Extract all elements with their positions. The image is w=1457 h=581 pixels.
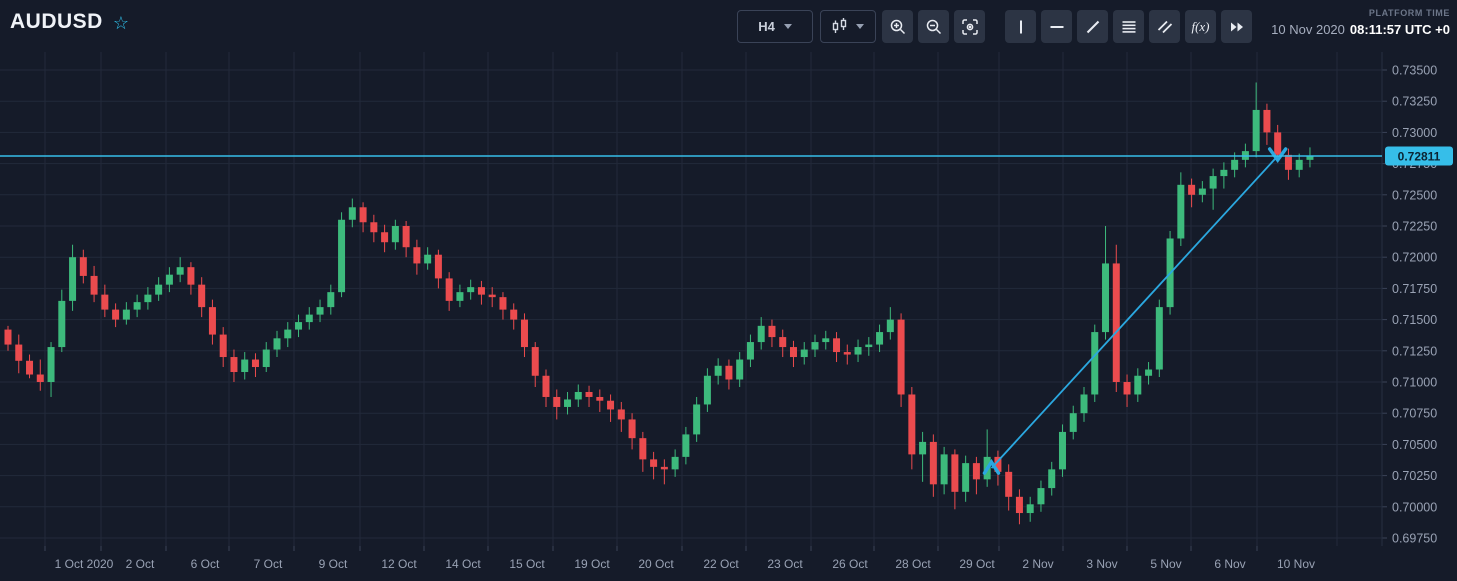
svg-text:0.73250: 0.73250: [1392, 95, 1437, 109]
parallel-lines-tool-button[interactable]: [1149, 10, 1180, 43]
symbol-title: AUDUSD: [10, 10, 103, 33]
indicators-button[interactable]: f(x): [1185, 10, 1216, 43]
svg-text:0.71000: 0.71000: [1392, 376, 1437, 390]
svg-text:7 Oct: 7 Oct: [254, 557, 283, 571]
svg-text:0.72500: 0.72500: [1392, 188, 1437, 202]
timeframe-select[interactable]: H4: [737, 10, 813, 43]
vertical-line-icon: [1019, 20, 1022, 33]
parallel-lines-icon: [1157, 20, 1172, 33]
function-icon: f(x): [1191, 18, 1210, 34]
vertical-line-tool-button[interactable]: [1005, 10, 1036, 43]
trend-line: [990, 155, 1279, 469]
platform-clock: 08:11:57 UTC +0: [1349, 22, 1450, 37]
crosshair-icon: [961, 18, 978, 35]
svg-text:6 Oct: 6 Oct: [191, 557, 220, 571]
svg-text:15 Oct: 15 Oct: [509, 557, 545, 571]
fast-forward-icon: [1230, 22, 1243, 31]
price-badge: 0.72811: [1385, 146, 1453, 166]
instrument-header: AUDUSD ☆: [10, 10, 129, 34]
svg-text:22 Oct: 22 Oct: [703, 557, 739, 571]
chevron-up-marker: [982, 458, 1001, 475]
svg-text:29 Oct: 29 Oct: [959, 557, 995, 571]
svg-text:28 Oct: 28 Oct: [895, 557, 931, 571]
svg-text:3 Nov: 3 Nov: [1086, 557, 1117, 571]
svg-text:2 Nov: 2 Nov: [1022, 557, 1053, 571]
candles-layer: [4, 82, 1314, 525]
svg-text:0.73000: 0.73000: [1392, 126, 1437, 140]
zoom-in-button[interactable]: [882, 10, 913, 43]
svg-text:2 Oct: 2 Oct: [126, 557, 155, 571]
horizontal-line-tool-button[interactable]: [1041, 10, 1072, 43]
svg-text:10 Nov: 10 Nov: [1277, 557, 1315, 571]
svg-text:0.70000: 0.70000: [1392, 500, 1437, 514]
chevron-down-icon: [783, 24, 792, 29]
svg-text:0.70250: 0.70250: [1392, 469, 1437, 483]
platform-time-value: 10 Nov 2020 08:11:57 UTC +0: [1271, 22, 1450, 37]
candlestick-chart-icon: [832, 17, 847, 37]
levels-icon: [1122, 20, 1135, 33]
svg-text:14 Oct: 14 Oct: [445, 557, 481, 571]
svg-text:0.70750: 0.70750: [1392, 407, 1437, 421]
crosshair-button[interactable]: [954, 10, 985, 43]
platform-time-label: PLATFORM TIME: [1368, 8, 1450, 18]
svg-text:0.69750: 0.69750: [1392, 532, 1437, 546]
svg-text:9 Oct: 9 Oct: [319, 557, 348, 571]
fast-forward-button[interactable]: [1221, 10, 1252, 43]
svg-text:1 Oct 2020: 1 Oct 2020: [55, 557, 114, 571]
svg-text:19 Oct: 19 Oct: [574, 557, 610, 571]
svg-text:23 Oct: 23 Oct: [767, 557, 803, 571]
chevron-down-icon: [856, 24, 864, 29]
favorite-star-icon[interactable]: ☆: [112, 13, 129, 33]
timeframe-value: H4: [758, 19, 775, 34]
zoom-out-button[interactable]: [918, 10, 949, 43]
svg-text:0.72000: 0.72000: [1392, 251, 1437, 265]
svg-text:0.71500: 0.71500: [1392, 313, 1437, 327]
horizontal-line-icon: [1050, 25, 1063, 28]
svg-text:0.72811: 0.72811: [1398, 149, 1441, 163]
platform-time-panel: PLATFORM TIME 10 Nov 2020 08:11:57 UTC +0: [1271, 8, 1450, 37]
trend-line-tool-button[interactable]: [1077, 10, 1108, 43]
trend-line-icon: [1086, 20, 1099, 33]
levels-tool-button[interactable]: [1113, 10, 1144, 43]
svg-text:0.71750: 0.71750: [1392, 282, 1437, 296]
svg-text:0.70500: 0.70500: [1392, 438, 1437, 452]
chevron-down-marker: [1267, 147, 1288, 163]
svg-text:0.72250: 0.72250: [1392, 220, 1437, 234]
svg-text:0.73500: 0.73500: [1392, 64, 1437, 78]
svg-text:6 Nov: 6 Nov: [1214, 557, 1245, 571]
chart-type-select[interactable]: [820, 10, 876, 43]
svg-text:12 Oct: 12 Oct: [381, 557, 417, 571]
svg-text:26 Oct: 26 Oct: [832, 557, 868, 571]
svg-text:20 Oct: 20 Oct: [638, 557, 674, 571]
zoom-out-icon: [926, 19, 941, 34]
platform-date: 10 Nov 2020: [1271, 22, 1345, 37]
zoom-in-icon: [890, 19, 905, 34]
svg-text:5 Nov: 5 Nov: [1150, 557, 1181, 571]
svg-text:0.71250: 0.71250: [1392, 344, 1437, 358]
